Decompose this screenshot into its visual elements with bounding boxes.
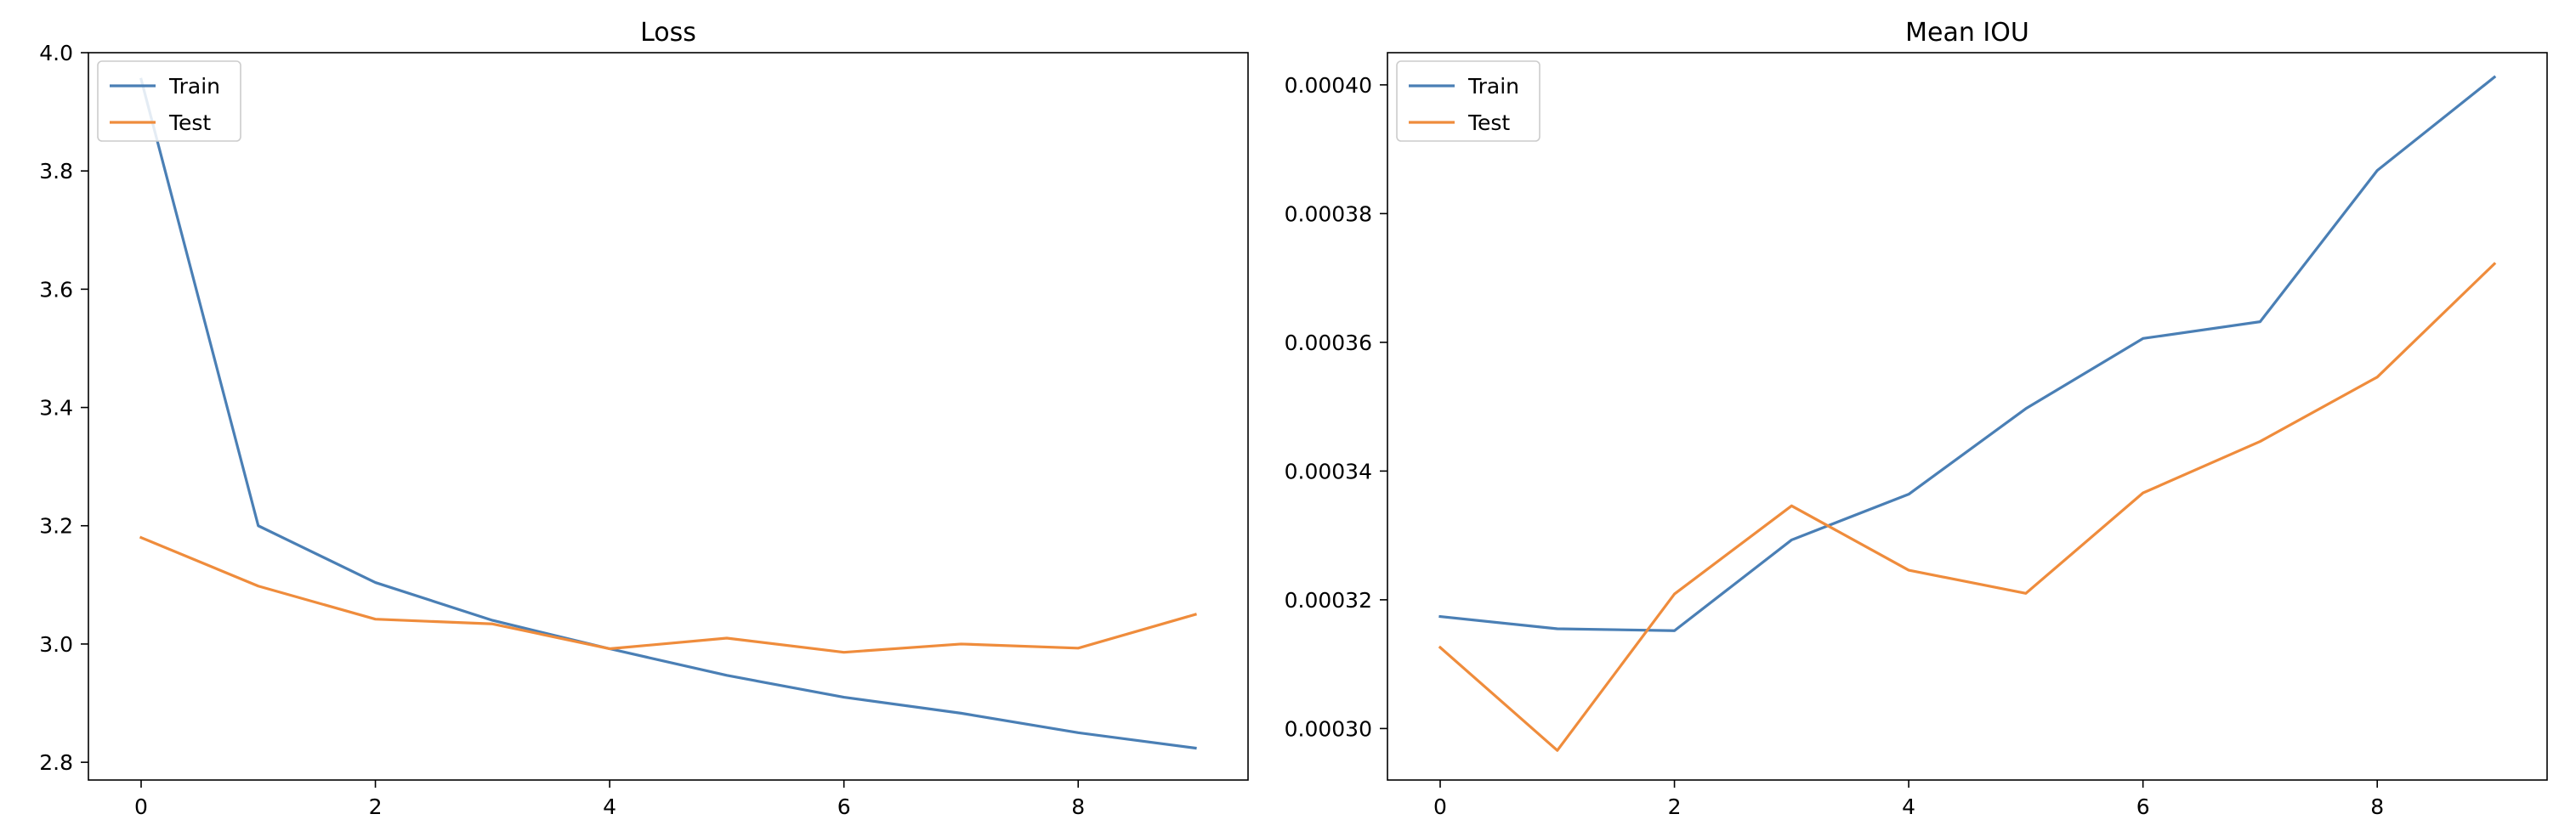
x-tick-label: 0 xyxy=(134,794,148,819)
y-tick-label: 3.6 xyxy=(39,277,73,302)
x-tick-label: 4 xyxy=(1902,794,1915,819)
x-tick-label: 0 xyxy=(1433,794,1447,819)
chart-title: Mean IOU xyxy=(1905,18,2029,48)
chart-title: Loss xyxy=(640,18,696,48)
y-tick-label: 3.8 xyxy=(39,159,73,184)
chart-panel-2: Mean IOU 0 2 4 6 8 0.00030 0.00032 0.00034 0.0003… xyxy=(1285,18,2548,819)
x-tick-label: 2 xyxy=(1668,794,1682,819)
y-tick-label: 3.4 xyxy=(39,396,73,421)
series-line-train xyxy=(139,77,1197,750)
y-tick-label: 0.00034 xyxy=(1285,459,1372,483)
y-tick-label: 3.2 xyxy=(39,514,73,539)
chart-panel-1: Loss 0 2 4 6 8 2.8 3.0 3.2 3.4 3.6 3.8 4.0 Train Test xyxy=(39,18,1249,819)
legend-label-train: Train xyxy=(168,74,220,99)
y-tick-label: 0.00040 xyxy=(1285,73,1372,98)
x-tick-label: 8 xyxy=(2370,794,2384,819)
legend-label-test: Test xyxy=(168,110,211,135)
y-tick-label: 0.00032 xyxy=(1285,588,1372,613)
x-tick-label: 4 xyxy=(603,794,616,819)
legend: Train Test xyxy=(1396,60,1540,142)
y-tick-label: 3.0 xyxy=(39,632,73,657)
series-line-test xyxy=(1438,262,2497,752)
legend: Train Test xyxy=(97,60,241,142)
series-line-train xyxy=(1438,75,2497,632)
x-tick-label: 8 xyxy=(1071,794,1085,819)
plot-frame xyxy=(88,52,1249,781)
x-tick-label: 2 xyxy=(369,794,383,819)
y-tick-label: 4.0 xyxy=(39,41,73,65)
legend-label-test: Test xyxy=(1467,110,1510,135)
x-tick-label: 6 xyxy=(837,794,851,819)
series-line-test xyxy=(139,535,1197,654)
x-tick-label: 6 xyxy=(2136,794,2150,819)
legend-label-train: Train xyxy=(1467,74,1519,99)
y-tick-label: 2.8 xyxy=(39,750,73,775)
y-tick-label: 0.00030 xyxy=(1285,716,1372,741)
plot-frame xyxy=(1387,52,2548,781)
y-tick-label: 0.00036 xyxy=(1285,331,1372,355)
y-tick-label: 0.00038 xyxy=(1285,201,1372,226)
